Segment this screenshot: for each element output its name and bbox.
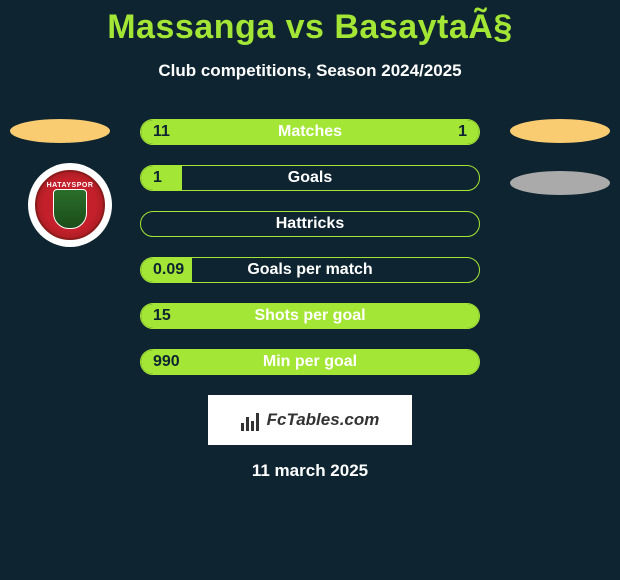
stat-row: 15Shots per goal xyxy=(140,303,480,329)
stat-label: Shots per goal xyxy=(141,307,479,325)
stat-row: 990Min per goal xyxy=(140,349,480,375)
stat-row: 0.09Goals per match xyxy=(140,257,480,283)
watermark-chart-icon xyxy=(241,409,263,431)
stat-row: 111Matches xyxy=(140,119,480,145)
team-right-logo-placeholder-1 xyxy=(510,119,610,143)
comparison-date: 11 march 2025 xyxy=(0,461,620,481)
club-badge: HATAYSPOR xyxy=(28,163,112,247)
team-left-logo-placeholder xyxy=(10,119,110,143)
stat-row: 00Hattricks xyxy=(140,211,480,237)
subtitle: Club competitions, Season 2024/2025 xyxy=(0,61,620,81)
stat-label: Goals per match xyxy=(141,261,479,279)
club-badge-inner: HATAYSPOR xyxy=(35,170,105,240)
stat-row: 10Goals xyxy=(140,165,480,191)
stat-label: Goals xyxy=(141,169,479,187)
club-badge-shield xyxy=(53,189,87,229)
comparison-container: HATAYSPOR 111Matches 10Goals 00Hattricks 0.… xyxy=(0,119,620,481)
stat-label: Matches xyxy=(141,123,479,141)
page-title: Massanga vs BasaytaÃ§ xyxy=(0,0,620,47)
stat-label: Hattricks xyxy=(141,215,479,233)
club-badge-text: HATAYSPOR xyxy=(47,182,94,189)
watermark: FcTables.com xyxy=(208,395,412,445)
stat-label: Min per goal xyxy=(141,353,479,371)
watermark-text: FcTables.com xyxy=(267,410,380,430)
stats-bars: 111Matches 10Goals 00Hattricks 0.09Goals pe… xyxy=(140,119,480,375)
team-right-logo-placeholder-2 xyxy=(510,171,610,195)
